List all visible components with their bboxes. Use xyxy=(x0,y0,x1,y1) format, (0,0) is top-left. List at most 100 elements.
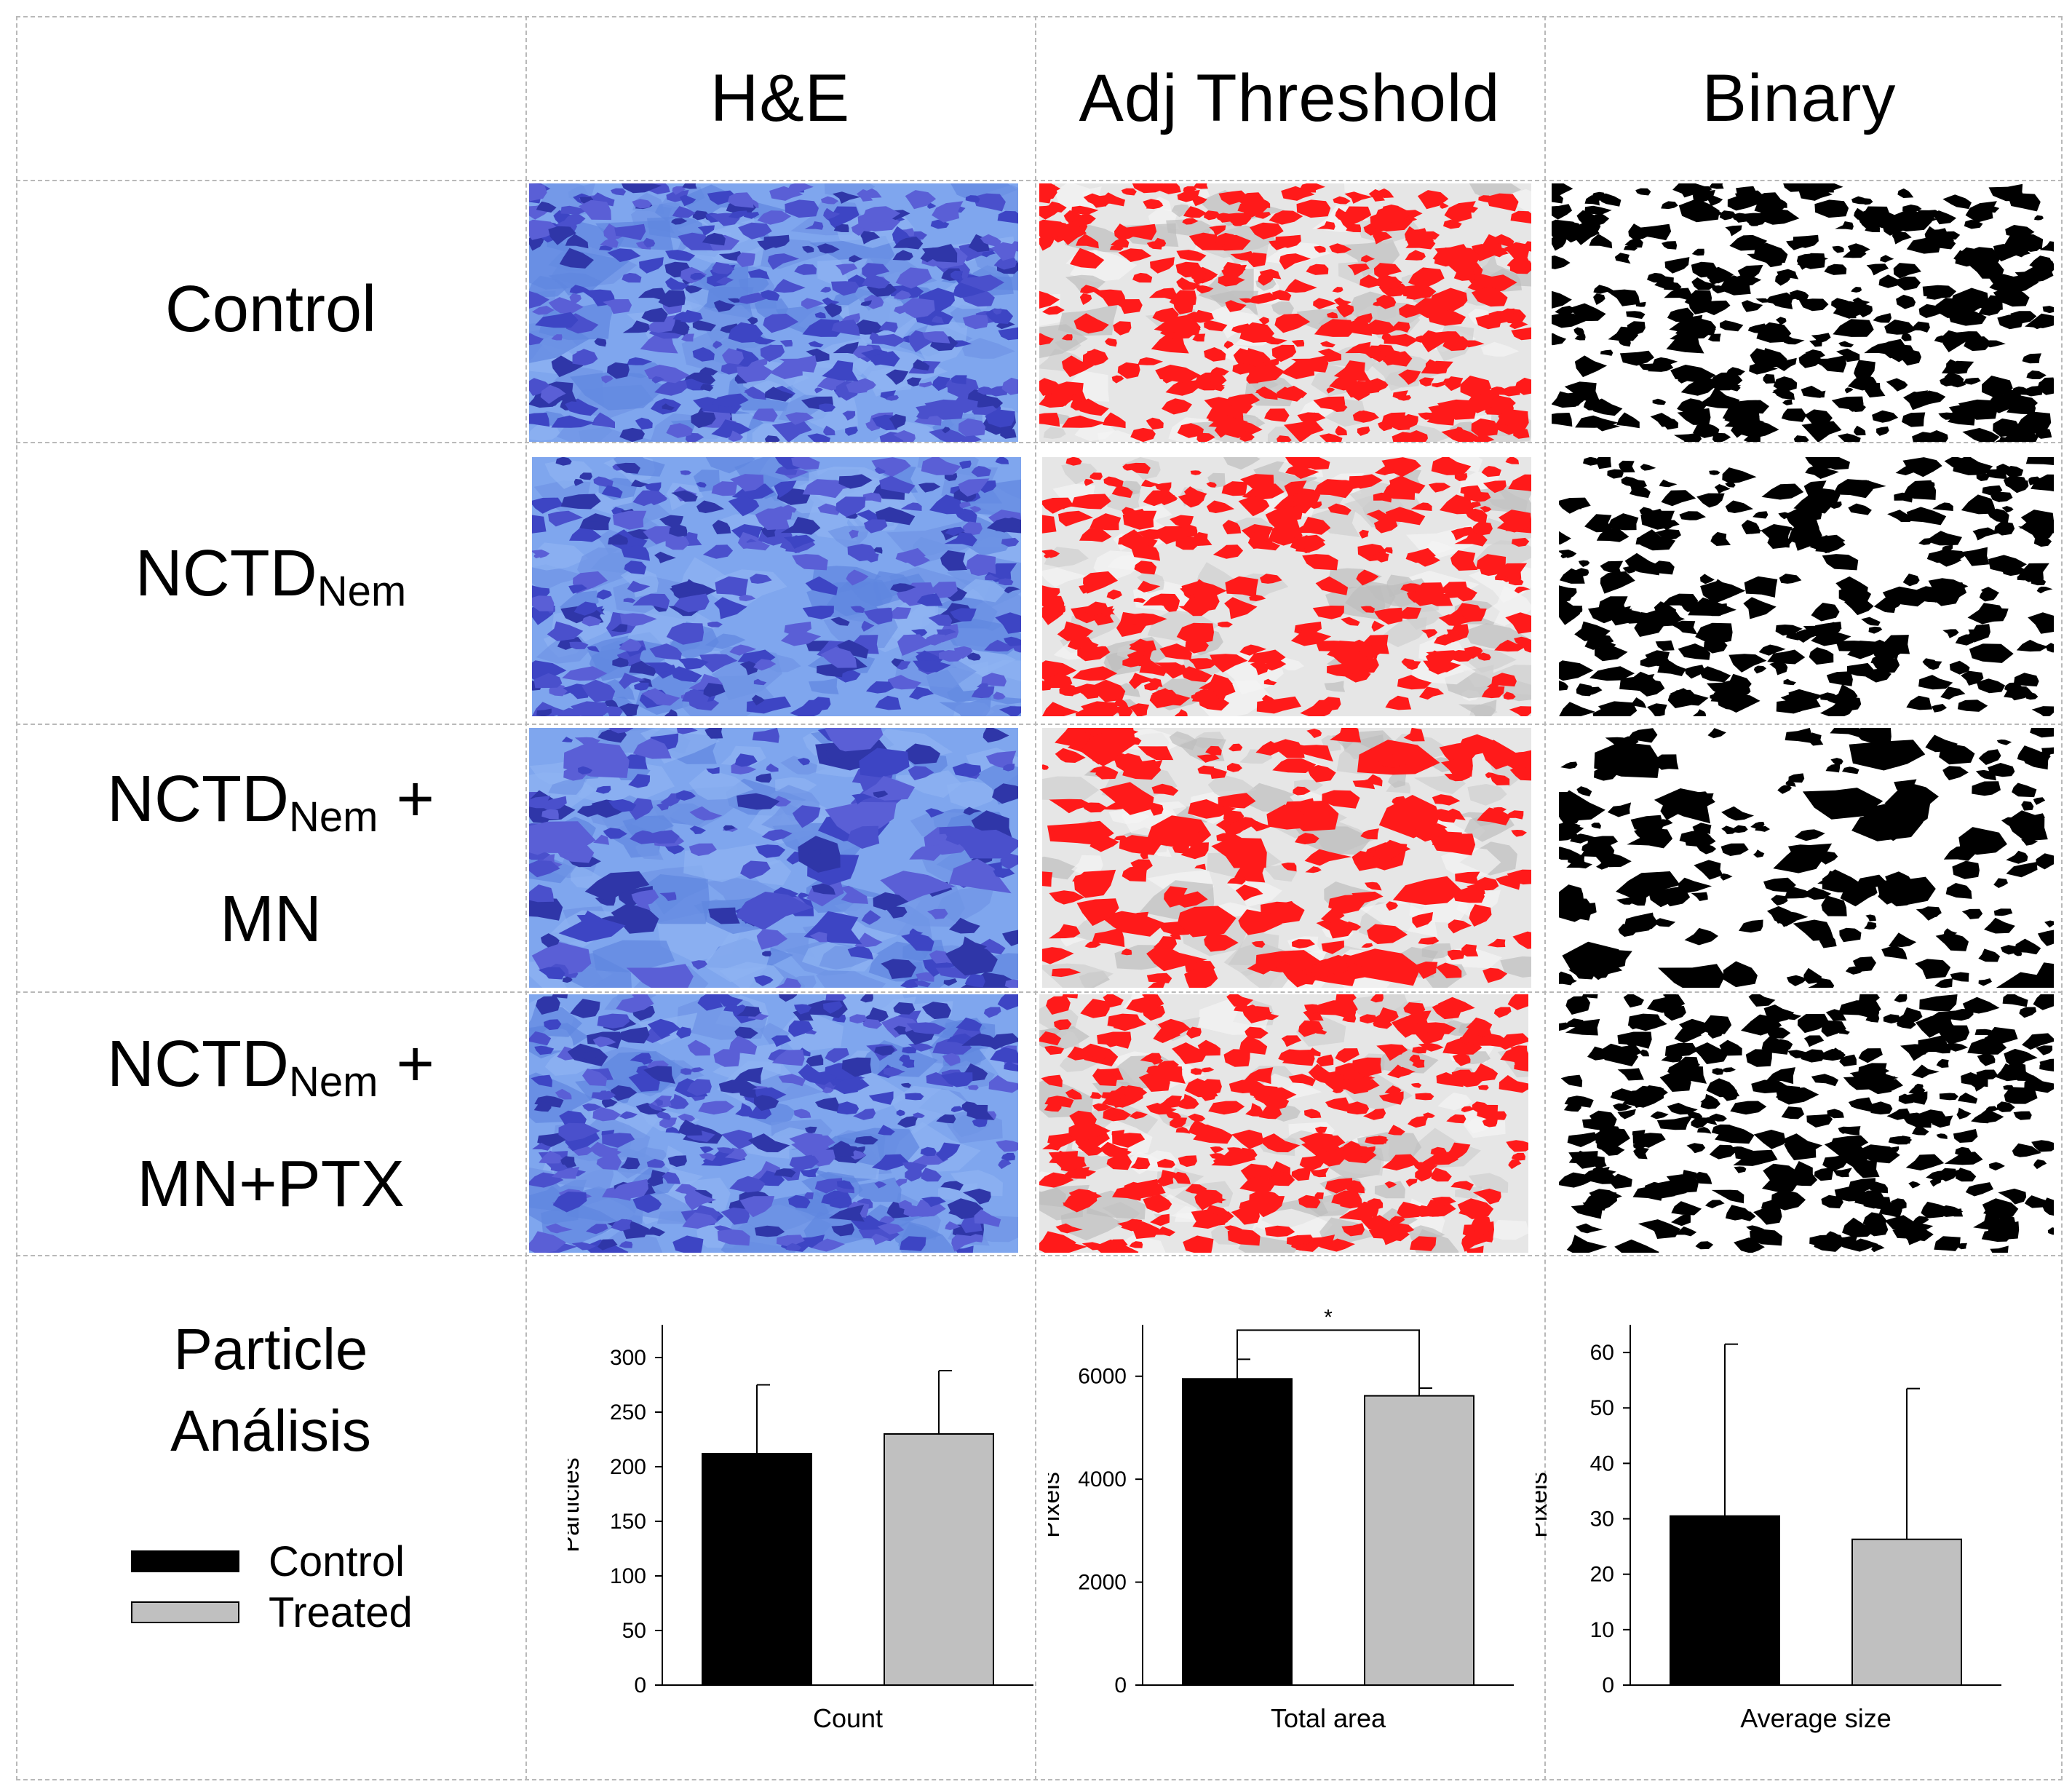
cell-particle xyxy=(632,738,672,759)
cell-particle xyxy=(593,834,609,845)
binary-image-nctd xyxy=(1559,457,2054,716)
cell-particle xyxy=(1876,876,1936,906)
cell-particle xyxy=(1849,403,1866,412)
cell-particle xyxy=(1316,221,1335,230)
cell-particle xyxy=(1238,909,1282,935)
cell-particle xyxy=(1373,492,1392,503)
cell-particle xyxy=(628,774,651,788)
cell-particle xyxy=(1842,1217,1877,1237)
cell-particle xyxy=(750,574,772,584)
cell-particle xyxy=(1247,954,1290,975)
cell-particle xyxy=(707,621,723,627)
cell-particle xyxy=(986,518,1021,533)
cell-particle xyxy=(631,994,646,1002)
tissue-texture xyxy=(532,564,588,592)
cell-particle xyxy=(624,560,647,575)
cell-particle xyxy=(1201,273,1217,280)
cell-particle xyxy=(1263,659,1287,671)
figure-grid xyxy=(16,16,2063,1780)
cell-particle xyxy=(1358,379,1380,394)
cell-particle xyxy=(1552,333,1567,346)
cell-particle xyxy=(1293,534,1326,549)
tissue-texture xyxy=(1411,1128,1481,1168)
cell-particle xyxy=(1977,295,2003,312)
cell-particle xyxy=(1121,188,1137,196)
cell-particle xyxy=(871,1233,889,1245)
cell-particle xyxy=(591,1090,616,1100)
cell-particle xyxy=(1635,301,1646,307)
cell-particle xyxy=(1776,696,1821,714)
cell-particle xyxy=(1559,680,1568,691)
cell-particle xyxy=(1498,409,1528,428)
cell-particle xyxy=(1639,223,1672,241)
cell-particle xyxy=(1552,204,1573,220)
cell-particle xyxy=(1060,1165,1078,1172)
cell-particle xyxy=(1961,247,2002,269)
y-tick-label: 60 xyxy=(1590,1341,1614,1365)
cell-particle xyxy=(1691,248,1704,256)
threshold-image-nctd-mn-ptx xyxy=(1039,994,1528,1253)
cell-particle xyxy=(1039,1231,1076,1253)
cell-particle xyxy=(895,547,926,563)
cell-particle xyxy=(997,994,1018,1010)
cell-particle xyxy=(1333,196,1351,205)
cell-particle xyxy=(785,199,819,218)
cell-particle xyxy=(1306,729,1322,738)
cell-particle xyxy=(656,1112,671,1120)
cell-particle xyxy=(1190,470,1202,475)
cell-particle xyxy=(1943,844,1976,861)
cell-particle xyxy=(913,1112,925,1118)
cell-particle xyxy=(1126,994,1164,1013)
cell-particle xyxy=(1477,1104,1505,1120)
cell-particle xyxy=(841,1057,872,1077)
cell-particle xyxy=(1766,1026,1791,1039)
cell-particle xyxy=(1415,1093,1434,1101)
cell-particle xyxy=(1942,629,1959,638)
cell-particle xyxy=(1092,1068,1118,1086)
cell-particle xyxy=(2031,706,2054,716)
cell-particle xyxy=(1982,608,2009,622)
cell-particle xyxy=(568,585,587,594)
cell-particle xyxy=(950,1106,964,1112)
cell-particle xyxy=(1432,1002,1461,1020)
cell-particle xyxy=(612,510,647,530)
cell-particle xyxy=(681,333,694,342)
cell-particle xyxy=(1325,1097,1349,1112)
cell-particle xyxy=(1811,1074,1839,1087)
cell-particle xyxy=(1902,412,1926,427)
cell-particle xyxy=(1316,1054,1334,1067)
cell-particle xyxy=(1905,1233,1924,1245)
cell-particle xyxy=(1212,544,1244,559)
cell-particle xyxy=(540,384,566,404)
cell-particle xyxy=(1699,206,1723,218)
cell-particle xyxy=(852,320,885,335)
cell-particle xyxy=(1054,1019,1072,1031)
cell-particle xyxy=(895,1178,908,1187)
cell-particle xyxy=(1300,700,1337,716)
cell-particle xyxy=(1465,1245,1484,1253)
cell-particle xyxy=(814,1178,843,1194)
cell-particle xyxy=(819,403,836,412)
cell-particle xyxy=(1239,1176,1276,1193)
cell-particle xyxy=(1141,994,1156,1002)
cell-particle xyxy=(1574,334,1586,341)
bar-control xyxy=(702,1453,812,1686)
cell-particle xyxy=(638,1058,654,1065)
cell-particle xyxy=(1381,1154,1421,1170)
cell-particle xyxy=(727,298,740,303)
cell-particle xyxy=(1917,210,1943,221)
cell-particle xyxy=(1176,277,1201,290)
cell-particle xyxy=(1887,1146,1900,1152)
cell-particle xyxy=(1103,476,1124,488)
cell-particle xyxy=(752,694,765,706)
cell-particle xyxy=(926,1072,953,1087)
cell-particle xyxy=(728,430,744,442)
cell-particle xyxy=(1317,348,1341,362)
cell-particle xyxy=(974,1209,1001,1227)
cell-particle xyxy=(529,290,549,309)
cell-particle xyxy=(1939,1168,1957,1182)
cell-particle xyxy=(1814,1167,1834,1181)
cell-particle xyxy=(1756,210,1777,219)
grid-line xyxy=(16,1779,2063,1780)
